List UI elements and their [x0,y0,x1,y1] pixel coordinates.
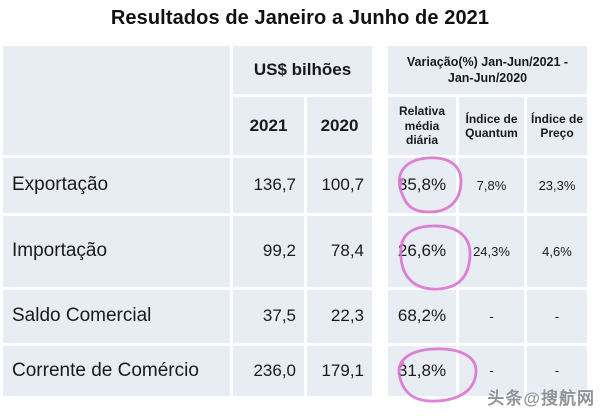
cell-exportacao-quantum: 7,8% [459,158,524,213]
row-label-corrente-de-comercio: Corrente de Comércio [3,346,230,396]
corner-header-cell [3,46,230,155]
cell-corrente-relativa: 31,8% [388,346,456,396]
cell-saldo-quantum: - [459,290,524,343]
page-title: Resultados de Janeiro a Junho de 2021 [110,7,490,29]
cell-corrente-2021: 236,0 [233,346,304,396]
column-header-relativa-media-diaria: Relativa média diária [388,97,456,155]
cell-saldo-relativa: 68,2% [388,290,456,343]
column-header-indice-de-preco: Índice de Preço [527,97,587,155]
row-label-importacao: Importação [3,216,230,287]
cell-importacao-relativa: 26,6% [388,216,456,287]
cell-saldo-2020: 22,3 [307,290,372,343]
watermark: 头条@搜航网 [487,389,595,408]
cell-saldo-preco: - [527,290,587,343]
column-header-indice-de-quantum: Índice de Quantum [459,97,524,155]
variation-group-header: Variação(%) Jan-Jun/2021 - Jan-Jun/2020 [388,46,587,94]
cell-saldo-2021: 37,5 [233,290,304,343]
row-label-exportacao: Exportação [3,158,230,213]
cell-importacao-quantum: 24,3% [459,216,524,287]
cell-exportacao-2021: 136,7 [233,158,304,213]
cell-exportacao-preco: 23,3% [527,158,587,213]
cell-corrente-preco: - [527,346,587,396]
column-header-2021: 2021 [233,97,304,155]
cell-importacao-preco: 4,6% [527,216,587,287]
cell-corrente-2020: 179,1 [307,346,372,396]
cell-exportacao-2020: 100,7 [307,158,372,213]
column-header-2020: 2020 [307,97,372,155]
cell-exportacao-relativa: 35,8% [388,158,456,213]
row-label-saldo-comercial: Saldo Comercial [3,290,230,343]
cell-importacao-2021: 99,2 [233,216,304,287]
cell-importacao-2020: 78,4 [307,216,372,287]
usd-group-header: US$ bilhões [233,46,372,94]
results-table: US$ bilhões Variação(%) Jan-Jun/2021 - J… [3,46,587,396]
